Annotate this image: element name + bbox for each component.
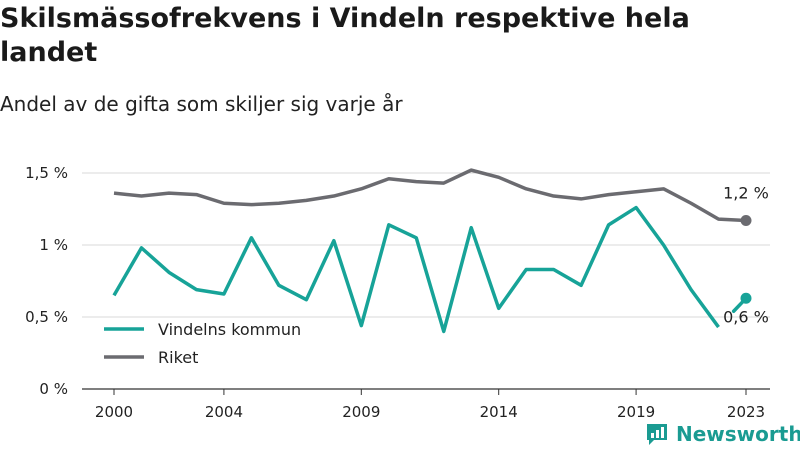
end-point-riket — [740, 215, 752, 227]
end-label-riket: 1,2 % — [723, 184, 769, 203]
x-tick-label: 2019 — [617, 403, 655, 421]
y-tick-label: 0,5 % — [25, 308, 68, 326]
brand-name: Newsworthy — [676, 422, 800, 446]
y-tick-label: 1,5 % — [25, 164, 68, 182]
newsworthy-icon — [647, 424, 667, 445]
y-tick-label: 0 % — [39, 380, 68, 398]
brand-logo: Newsworthy — [644, 420, 800, 448]
x-tick-label: 2023 — [727, 403, 765, 421]
series-line-vindeln — [112, 205, 720, 334]
y-tick-label: 1 % — [39, 236, 68, 254]
x-tick-label: 2004 — [205, 403, 243, 421]
legend-label-riket: Riket — [158, 348, 198, 367]
gridlines — [82, 172, 770, 318]
x-tick-label: 2014 — [480, 403, 518, 421]
x-tick-label: 2000 — [95, 403, 133, 421]
legend: Vindelns kommun Riket — [104, 320, 301, 367]
legend-label-vindeln: Vindelns kommun — [158, 320, 301, 339]
end-label-vindeln: 0,6 % — [723, 307, 769, 326]
series-line-riket — [113, 168, 747, 223]
series-lines — [112, 168, 752, 334]
chart-title: Skilsmässofrekvens i Vindeln respektive … — [0, 3, 690, 68]
chart-subtitle: Andel av de gifta som skiljer sig varje … — [0, 92, 403, 116]
axes: 0 % 0,5 % 1 % 1,5 % 2000 2004 2009 2014 2019 2023 — [25, 164, 770, 421]
x-tick-label: 2009 — [342, 403, 380, 421]
end-point-vindeln — [740, 292, 752, 304]
end-labels: 0,6 % 1,2 % — [723, 184, 769, 327]
